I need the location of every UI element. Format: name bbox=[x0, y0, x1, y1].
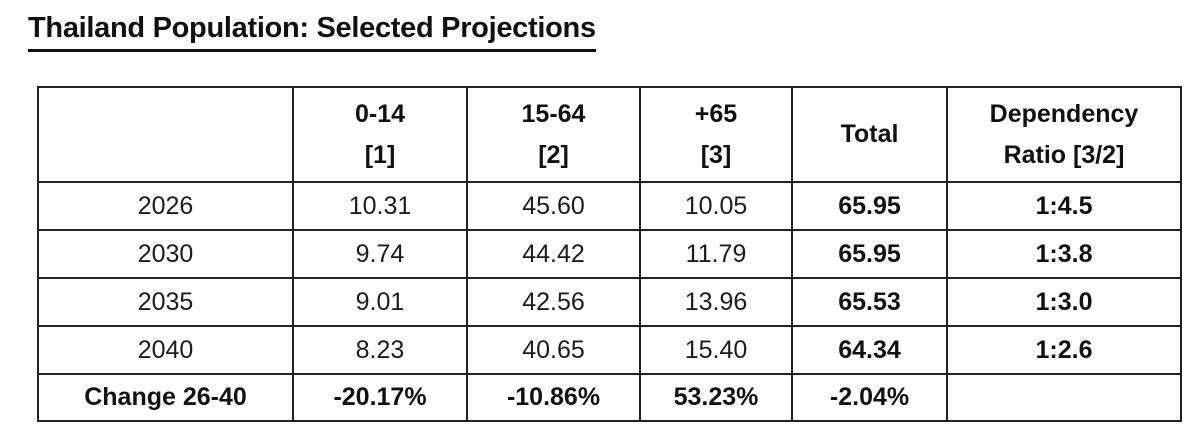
cell-dependency-ratio: 1:4.5 bbox=[946, 181, 1182, 231]
cell-change-dependency-ratio bbox=[946, 373, 1182, 422]
cell-dependency-ratio: 1:2.6 bbox=[946, 325, 1182, 375]
page-title: Thailand Population: Selected Projection… bbox=[28, 12, 596, 52]
year-label: 2040 bbox=[37, 325, 294, 375]
cell-age-65-plus: 15.40 bbox=[639, 325, 793, 375]
table-row-2035: 2035 9.01 42.56 13.96 65.53 1:3.0 bbox=[37, 277, 1182, 327]
cell-age-0-14: 9.01 bbox=[292, 277, 468, 327]
header-dependency-ratio: Dependency Ratio [3/2] bbox=[946, 86, 1182, 183]
cell-age-15-64: 44.42 bbox=[466, 229, 641, 279]
cell-age-65-plus: 13.96 bbox=[639, 277, 793, 327]
cell-total: 64.34 bbox=[791, 325, 948, 375]
population-projections-table: 0-14 [1] 15-64 [2] +65 [3] Total Depende… bbox=[37, 86, 1182, 422]
header-total: Total bbox=[791, 86, 948, 183]
cell-age-65-plus: 10.05 bbox=[639, 181, 793, 231]
table-row-2030: 2030 9.74 44.42 11.79 65.95 1:3.8 bbox=[37, 229, 1182, 279]
cell-age-15-64: 40.65 bbox=[466, 325, 641, 375]
cell-age-15-64: 45.60 bbox=[466, 181, 641, 231]
header-age-65-plus: +65 [3] bbox=[639, 86, 793, 183]
cell-total: 65.95 bbox=[791, 229, 948, 279]
cell-dependency-ratio: 1:3.8 bbox=[946, 229, 1182, 279]
cell-change-age-0-14: -20.17% bbox=[292, 373, 468, 422]
cell-age-15-64: 42.56 bbox=[466, 277, 641, 327]
header-age-0-14: 0-14 [1] bbox=[292, 86, 468, 183]
cell-change-age-15-64: -10.86% bbox=[466, 373, 641, 422]
table-row-2026: 2026 10.31 45.60 10.05 65.95 1:4.5 bbox=[37, 181, 1182, 231]
cell-age-0-14: 10.31 bbox=[292, 181, 468, 231]
cell-age-65-plus: 11.79 bbox=[639, 229, 793, 279]
cell-dependency-ratio: 1:3.0 bbox=[946, 277, 1182, 327]
change-label: Change 26-40 bbox=[37, 373, 294, 422]
cell-total: 65.95 bbox=[791, 181, 948, 231]
header-age-15-64: 15-64 [2] bbox=[466, 86, 641, 183]
cell-total: 65.53 bbox=[791, 277, 948, 327]
table-row-change-26-40: Change 26-40 -20.17% -10.86% 53.23% -2.0… bbox=[37, 373, 1182, 422]
header-blank bbox=[37, 86, 294, 183]
cell-age-0-14: 8.23 bbox=[292, 325, 468, 375]
year-label: 2035 bbox=[37, 277, 294, 327]
cell-age-0-14: 9.74 bbox=[292, 229, 468, 279]
cell-change-total: -2.04% bbox=[791, 373, 948, 422]
year-label: 2030 bbox=[37, 229, 294, 279]
cell-change-age-65-plus: 53.23% bbox=[639, 373, 793, 422]
table-header-row: 0-14 [1] 15-64 [2] +65 [3] Total Depende… bbox=[37, 86, 1182, 183]
table-row-2040: 2040 8.23 40.65 15.40 64.34 1:2.6 bbox=[37, 325, 1182, 375]
year-label: 2026 bbox=[37, 181, 294, 231]
